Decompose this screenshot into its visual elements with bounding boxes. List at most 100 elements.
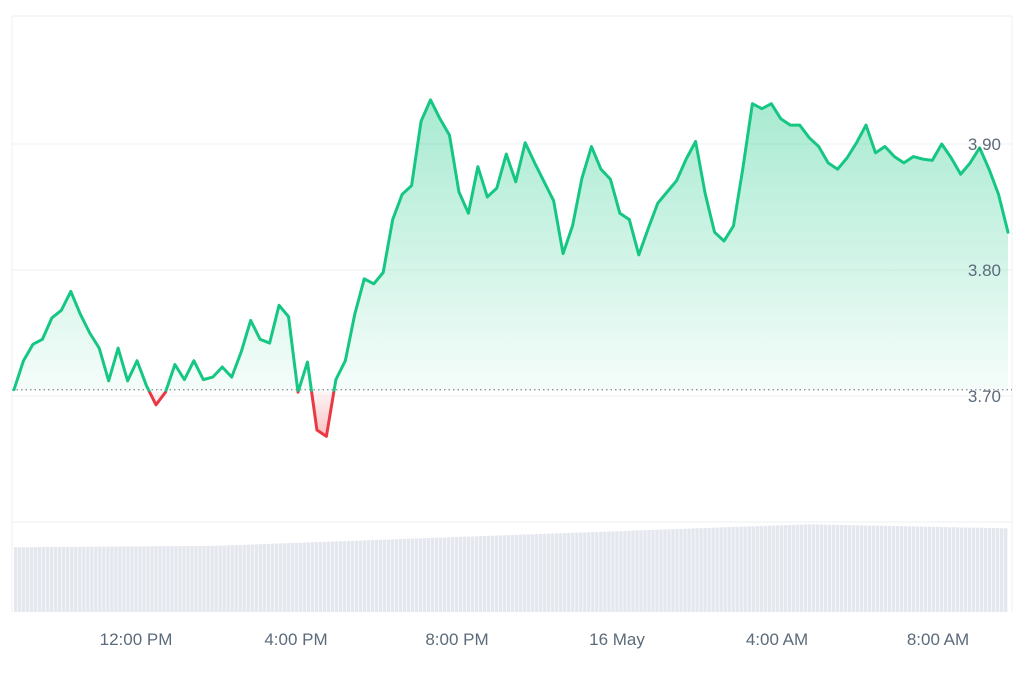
volume-bar: [466, 536, 471, 612]
volume-bar: [294, 542, 298, 612]
price-area: [14, 99, 1008, 437]
volume-bar: [687, 528, 691, 612]
volume-bar: [62, 546, 66, 612]
volume-bar: [454, 537, 459, 612]
volume-bar: [515, 534, 519, 612]
volume-bar: [959, 527, 964, 612]
volume-bar: [947, 527, 952, 612]
volume-bar: [739, 526, 743, 612]
volume-bar: [478, 536, 483, 612]
volume-bar: [907, 526, 912, 612]
volume-bar: [274, 543, 278, 612]
volume-bar: [438, 537, 443, 612]
volume-bar: [238, 544, 242, 612]
volume-bar: [883, 525, 888, 612]
volume-bar: [70, 546, 74, 612]
volume-bar: [254, 544, 258, 612]
volume-bar: [971, 527, 976, 612]
volume-bar: [855, 525, 860, 612]
volume-bar: [318, 541, 323, 612]
volume-bar: [150, 546, 154, 612]
volume-bar: [779, 525, 783, 612]
volume-bar: [306, 542, 310, 612]
volume-bar: [346, 540, 351, 612]
volume-bar: [486, 535, 491, 612]
volume-bar: [462, 536, 467, 612]
volume-bar: [410, 538, 415, 612]
y-tick-label: 3.80: [968, 261, 1001, 280]
volume-bar: [843, 525, 848, 612]
volume-bar: [158, 546, 162, 612]
volume-bar: [755, 526, 759, 612]
volume-bar: [330, 541, 335, 612]
volume-bar: [298, 542, 302, 612]
volume-bar: [322, 541, 327, 612]
volume-bar: [667, 529, 671, 612]
volume-bar: [362, 540, 367, 612]
volume-bar: [498, 535, 503, 612]
volume-bar: [835, 524, 840, 612]
volume-bar: [983, 527, 988, 612]
volume-bar: [611, 531, 615, 612]
volume-bar: [22, 547, 26, 612]
volume-bar: [879, 525, 884, 612]
volume-bar: [18, 547, 22, 612]
volume-bar: [695, 528, 699, 612]
volume-bar: [919, 526, 924, 612]
volume-bar: [82, 546, 86, 612]
volume-bar: [94, 546, 98, 612]
volume-bar: [170, 546, 174, 612]
volume-bar: [58, 546, 62, 612]
volume-bar: [502, 535, 507, 612]
volume-bar: [967, 527, 972, 612]
volume-bar: [270, 543, 274, 612]
volume-bar: [342, 541, 347, 612]
volume-bar: [715, 527, 719, 612]
volume-bar: [939, 526, 944, 612]
volume-bar: [895, 526, 900, 612]
volume-bar: [647, 530, 651, 612]
volume-bar: [334, 541, 339, 612]
x-tick-label: 4:00 PM: [264, 630, 327, 649]
volume-bar: [314, 542, 319, 612]
volume-bar: [186, 546, 190, 612]
volume-bar: [791, 524, 795, 612]
volume-bar: [134, 546, 138, 612]
volume-bar: [434, 537, 439, 612]
volume-bar: [490, 535, 495, 612]
volume-bar: [931, 526, 936, 612]
volume-bar: [643, 530, 647, 612]
volume-bar: [450, 537, 455, 612]
volume-bar: [591, 532, 595, 612]
volume-bar: [214, 545, 218, 612]
volume-bar: [683, 528, 687, 612]
volume-bar: [26, 547, 30, 612]
volume-bar: [999, 528, 1004, 612]
volume-bar: [142, 546, 146, 612]
price-line: [12, 98, 1010, 438]
volume-bar: [543, 533, 547, 612]
area-fill-down: [149, 391, 334, 437]
volume-bar: [138, 546, 142, 612]
volume-bar: [863, 525, 868, 612]
volume-bar: [442, 537, 447, 612]
volume-bar: [787, 524, 791, 612]
x-tick-label: 8:00 AM: [907, 630, 969, 649]
volume-bar: [122, 546, 126, 612]
volume-bar: [903, 526, 908, 612]
volume-bar: [46, 546, 50, 612]
volume-bar: [535, 534, 539, 612]
volume-bar: [623, 530, 627, 612]
volume-bar: [603, 531, 607, 612]
volume-bar: [759, 525, 763, 612]
volume-bar: [991, 528, 996, 612]
volume-bar: [302, 542, 306, 612]
volume-bar: [699, 528, 703, 612]
volume-bar: [955, 527, 960, 612]
y-tick-label: 3.90: [968, 135, 1001, 154]
volume-bar: [494, 535, 499, 612]
volume-bar: [583, 532, 587, 612]
volume-bar: [146, 546, 150, 612]
volume-bar: [615, 531, 619, 612]
volume-bar: [567, 532, 571, 612]
